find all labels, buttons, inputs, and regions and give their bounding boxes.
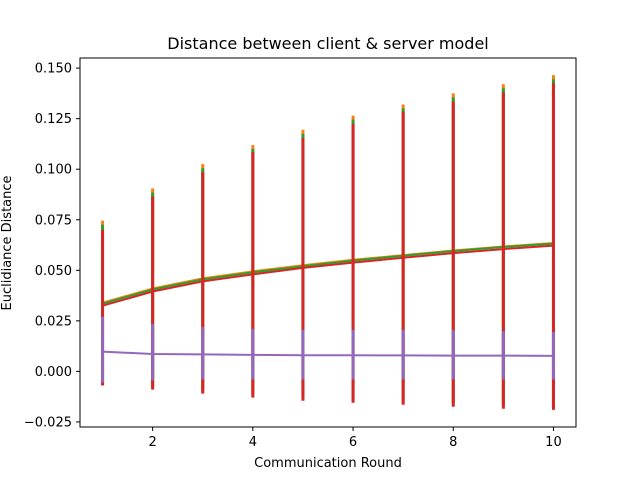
x-tick-label: 8 (449, 435, 457, 450)
series-line (102, 350, 554, 357)
x-tick-label: 2 (149, 435, 157, 450)
y-axis-ticks: −0.025 0.000 0.025 0.050 0.075 0.100 0.125 0.15… (24, 62, 80, 430)
series-group (101, 75, 555, 410)
x-tick-label: 10 (545, 435, 562, 450)
y-tick-label: 0.125 (35, 112, 72, 127)
x-tick-label: 4 (249, 435, 257, 450)
y-tick-label: 0.025 (35, 314, 72, 329)
y-tick-label: 0.000 (35, 365, 72, 380)
y-tick-label: 0.075 (35, 213, 72, 228)
y-tick-label: 0.100 (35, 163, 72, 178)
x-tick-label: 6 (349, 435, 357, 450)
series-line (102, 242, 554, 305)
y-axis-label: Euclidiance Distance (0, 175, 15, 310)
x-axis-label: Communication Round (254, 456, 402, 471)
series-4 (101, 316, 555, 383)
series-line (102, 244, 554, 307)
y-tick-label: −0.025 (24, 415, 72, 430)
axes-frame (79, 57, 577, 428)
y-tick-label: 0.050 (35, 264, 72, 279)
x-axis-ticks: 2 4 6 8 10 (149, 427, 562, 450)
chart-title: Distance between client & server model (167, 34, 488, 53)
y-tick-label: 0.150 (35, 62, 72, 77)
